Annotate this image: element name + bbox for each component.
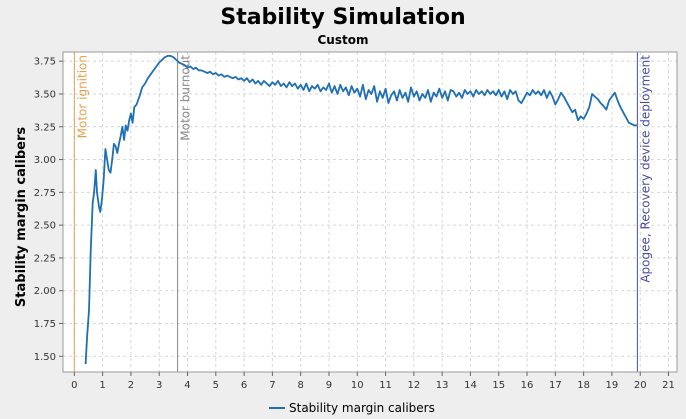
x-tick-label: 8 bbox=[297, 380, 303, 391]
x-tick-label: 17 bbox=[549, 380, 562, 391]
x-tick-label: 7 bbox=[269, 380, 275, 391]
x-tick-label: 21 bbox=[662, 380, 675, 391]
x-tick-label: 5 bbox=[213, 380, 219, 391]
x-tick-label: 10 bbox=[351, 380, 364, 391]
event-label: Motor ignition bbox=[75, 55, 89, 138]
x-tick-label: 16 bbox=[521, 380, 534, 391]
event-label: Apogee, Recovery device deployment bbox=[638, 55, 652, 283]
x-tick-label: 18 bbox=[577, 380, 590, 391]
series-line bbox=[84, 55, 638, 365]
x-tick-label: 19 bbox=[606, 380, 619, 391]
y-tick-label: 2.25 bbox=[34, 253, 56, 264]
chart-subtitle: Custom bbox=[318, 33, 369, 47]
y-tick-label: 3.00 bbox=[34, 155, 56, 166]
x-tick-label: 0 bbox=[71, 380, 77, 391]
plot-border bbox=[62, 51, 678, 373]
y-tick-label: 2.50 bbox=[34, 221, 56, 232]
x-axis: 0 1 2 3 4 5 6 7 8 9 10 11 12 13 14 15 16 17 18 19 20 21 bbox=[71, 372, 675, 391]
series-lines bbox=[84, 55, 638, 365]
grid bbox=[63, 52, 677, 372]
x-tick-label: 12 bbox=[407, 380, 420, 391]
y-tick-label: 3.25 bbox=[34, 122, 56, 133]
x-tick-label: 4 bbox=[184, 380, 190, 391]
legend: Stability margin calibers bbox=[269, 401, 435, 415]
x-tick-label: 15 bbox=[492, 380, 505, 391]
y-tick-label: 1.75 bbox=[34, 319, 56, 330]
y-tick-label: 3.75 bbox=[34, 57, 56, 68]
x-tick-label: 14 bbox=[464, 380, 477, 391]
x-tick-label: 11 bbox=[379, 380, 392, 391]
chart-title: Stability Simulation bbox=[220, 5, 465, 30]
y-axis-label: Stability margin calibers bbox=[14, 127, 29, 307]
y-tick-label: 1.50 bbox=[34, 352, 56, 363]
x-tick-label: 1 bbox=[99, 380, 105, 391]
y-tick-label: 2.75 bbox=[34, 188, 56, 199]
x-tick-label: 9 bbox=[326, 380, 332, 391]
x-tick-label: 2 bbox=[128, 380, 134, 391]
y-tick-label: 2.00 bbox=[34, 286, 56, 297]
event-markers: Motor ignition Motor burnout Apogee, Recov… bbox=[73, 52, 652, 372]
x-tick-label: 13 bbox=[436, 380, 449, 391]
x-tick-label: 20 bbox=[634, 380, 647, 391]
y-axis: 1.50 1.75 2.00 2.25 2.50 2.75 3.00 3.25 3.50 3.75 bbox=[34, 57, 63, 363]
y-tick-label: 3.50 bbox=[34, 89, 56, 100]
event-label: Motor burnout bbox=[179, 55, 193, 141]
x-tick-label: 6 bbox=[241, 380, 247, 391]
legend-entry: Stability margin calibers bbox=[289, 401, 435, 415]
plot-area bbox=[63, 52, 677, 372]
x-tick-label: 3 bbox=[156, 380, 162, 391]
